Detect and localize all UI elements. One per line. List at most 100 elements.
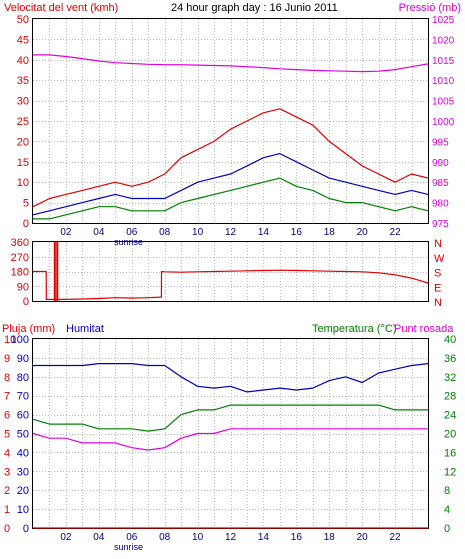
- x-tick-label: 22: [390, 227, 402, 238]
- y-tick-label-humidity: 50: [17, 429, 29, 441]
- x-tick-label: 12: [225, 532, 237, 543]
- y-tick-label-wind: 10: [17, 177, 29, 189]
- y-tick-label-wind: 45: [17, 34, 29, 46]
- y-tick-label-temperature: 12: [444, 466, 456, 478]
- y-tick-label-rain: 7: [4, 391, 10, 403]
- y-tick-label-humidity: 90: [17, 353, 29, 365]
- y-tick-label-direction: 0: [23, 296, 29, 308]
- y-tick-label-wind: 35: [17, 75, 29, 87]
- y-tick-label-wind: 5: [23, 198, 29, 210]
- y-tick-label-temperature: 32: [444, 372, 456, 384]
- y-tick-label-rain: 8: [4, 372, 10, 384]
- y-tick-label-pressure: 990: [432, 158, 449, 169]
- x-tick-label: 04: [93, 227, 105, 238]
- wind-speed-axis-title: Velocitat del vent (kmh): [4, 2, 118, 14]
- y-tick-label-humidity: 30: [17, 466, 29, 478]
- y-tick-label-temperature: 8: [444, 485, 450, 497]
- series-line-spike: [53, 241, 56, 301]
- compass-label: N: [434, 297, 442, 309]
- humidity-axis-title: Humitat: [66, 323, 104, 335]
- x-tick-label: 14: [258, 227, 270, 238]
- y-tick-label-rain: 0: [4, 523, 10, 535]
- wind-pressure-lines: [32, 54, 429, 220]
- y-tick-label-temperature: 40: [444, 334, 456, 346]
- y-tick-label-wind: 40: [17, 55, 29, 67]
- y-tick-label-pressure: 985: [432, 178, 449, 189]
- y-tick-label-humidity: 80: [17, 372, 29, 384]
- x-tick-label: 10: [192, 227, 204, 238]
- y-tick-label-wind: 25: [17, 116, 29, 128]
- y-tick-label-temperature: 16: [444, 447, 456, 459]
- y-tick-label-rain: 9: [4, 353, 10, 365]
- series-line: [32, 153, 429, 216]
- y-tick-label-wind: 0: [23, 218, 29, 230]
- rain-humidity-temp-lines: [32, 363, 429, 529]
- y-tick-label-direction: 180: [11, 267, 29, 279]
- x-tick-label: 02: [60, 532, 72, 543]
- y-tick-label-wind: 20: [17, 136, 29, 148]
- y-tick-label-direction: 360: [11, 237, 29, 249]
- x-tick-label: 02: [60, 227, 72, 238]
- y-tick-label-rain: 6: [4, 410, 10, 422]
- y-tick-label-humidity: 100: [11, 334, 29, 346]
- x-tick-label-sunrise: sunrise: [114, 542, 143, 552]
- x-tick-label: 10: [192, 532, 204, 543]
- compass-label: E: [434, 282, 441, 294]
- y-tick-label-pressure: 1025: [432, 15, 455, 26]
- y-tick-label-humidity: 60: [17, 410, 29, 422]
- series-line: [32, 404, 428, 432]
- x-tick-label: 06: [126, 227, 138, 238]
- y-tick-label-pressure: 1020: [432, 35, 455, 46]
- y-tick-label-temperature: 0: [444, 523, 450, 535]
- series-line: [33, 269, 429, 300]
- x-tick-label-sunrise: sunrise: [114, 237, 143, 247]
- y-tick-label-direction: 270: [11, 252, 29, 264]
- wind-pressure-grid: [33, 19, 428, 223]
- y-tick-label-temperature: 36: [444, 353, 456, 365]
- y-tick-label-humidity: 10: [17, 504, 29, 516]
- y-tick-label-pressure: 1015: [432, 56, 455, 67]
- x-tick-label: 12: [225, 227, 237, 238]
- y-tick-label-direction: 90: [17, 281, 29, 293]
- x-tick-label: 20: [357, 532, 369, 543]
- y-tick-label-rain: 10: [4, 334, 16, 346]
- y-tick-label-pressure: 1000: [432, 117, 455, 128]
- y-tick-label-humidity: 40: [17, 447, 29, 459]
- x-tick-label: 08: [159, 227, 171, 238]
- pressure-axis-title: Pressió (mb): [399, 2, 461, 14]
- wind-direction-grid: [33, 242, 428, 301]
- rain-axis-title: Pluja (mm): [2, 323, 55, 335]
- chart-title: 24 hour graph day : 16 Junio 2011: [171, 2, 338, 14]
- x-tick-label: 22: [390, 532, 402, 543]
- y-tick-label-rain: 1: [4, 504, 10, 516]
- series-line: [33, 54, 429, 73]
- y-tick-label-humidity: 70: [17, 391, 29, 403]
- y-tick-label-humidity: 0: [23, 523, 29, 535]
- x-tick-label: 16: [291, 227, 303, 238]
- y-tick-label-temperature: 20: [444, 429, 456, 441]
- x-tick-label: 08: [159, 532, 171, 543]
- x-tick-label: 18: [324, 227, 336, 238]
- x-tick-label: 20: [357, 227, 369, 238]
- y-tick-label-rain: 4: [4, 447, 10, 459]
- compass-label: N: [434, 238, 442, 250]
- series-line: [32, 428, 428, 451]
- y-tick-label-pressure: 980: [432, 199, 449, 210]
- y-tick-label-wind: 50: [17, 14, 29, 26]
- compass-label: S: [434, 268, 441, 280]
- temperature-axis-title: Temperatura (°C): [312, 323, 396, 335]
- y-tick-label-pressure: 1010: [432, 76, 455, 87]
- y-tick-label-humidity: 20: [17, 485, 29, 497]
- x-tick-label: 04: [93, 532, 105, 543]
- y-tick-label-temperature: 28: [444, 391, 456, 403]
- y-tick-label-rain: 2: [4, 485, 10, 497]
- series-line-spike: [56, 241, 59, 301]
- series-line: [33, 363, 429, 393]
- x-tick-label: 16: [291, 532, 303, 543]
- y-tick-label-rain: 5: [4, 429, 10, 441]
- rain-humidity-temp-frame: [32, 338, 429, 529]
- dewpoint-axis-title: Punt rosada: [394, 323, 454, 335]
- y-tick-label-pressure: 995: [432, 137, 449, 148]
- y-tick-label-wind: 30: [17, 96, 29, 108]
